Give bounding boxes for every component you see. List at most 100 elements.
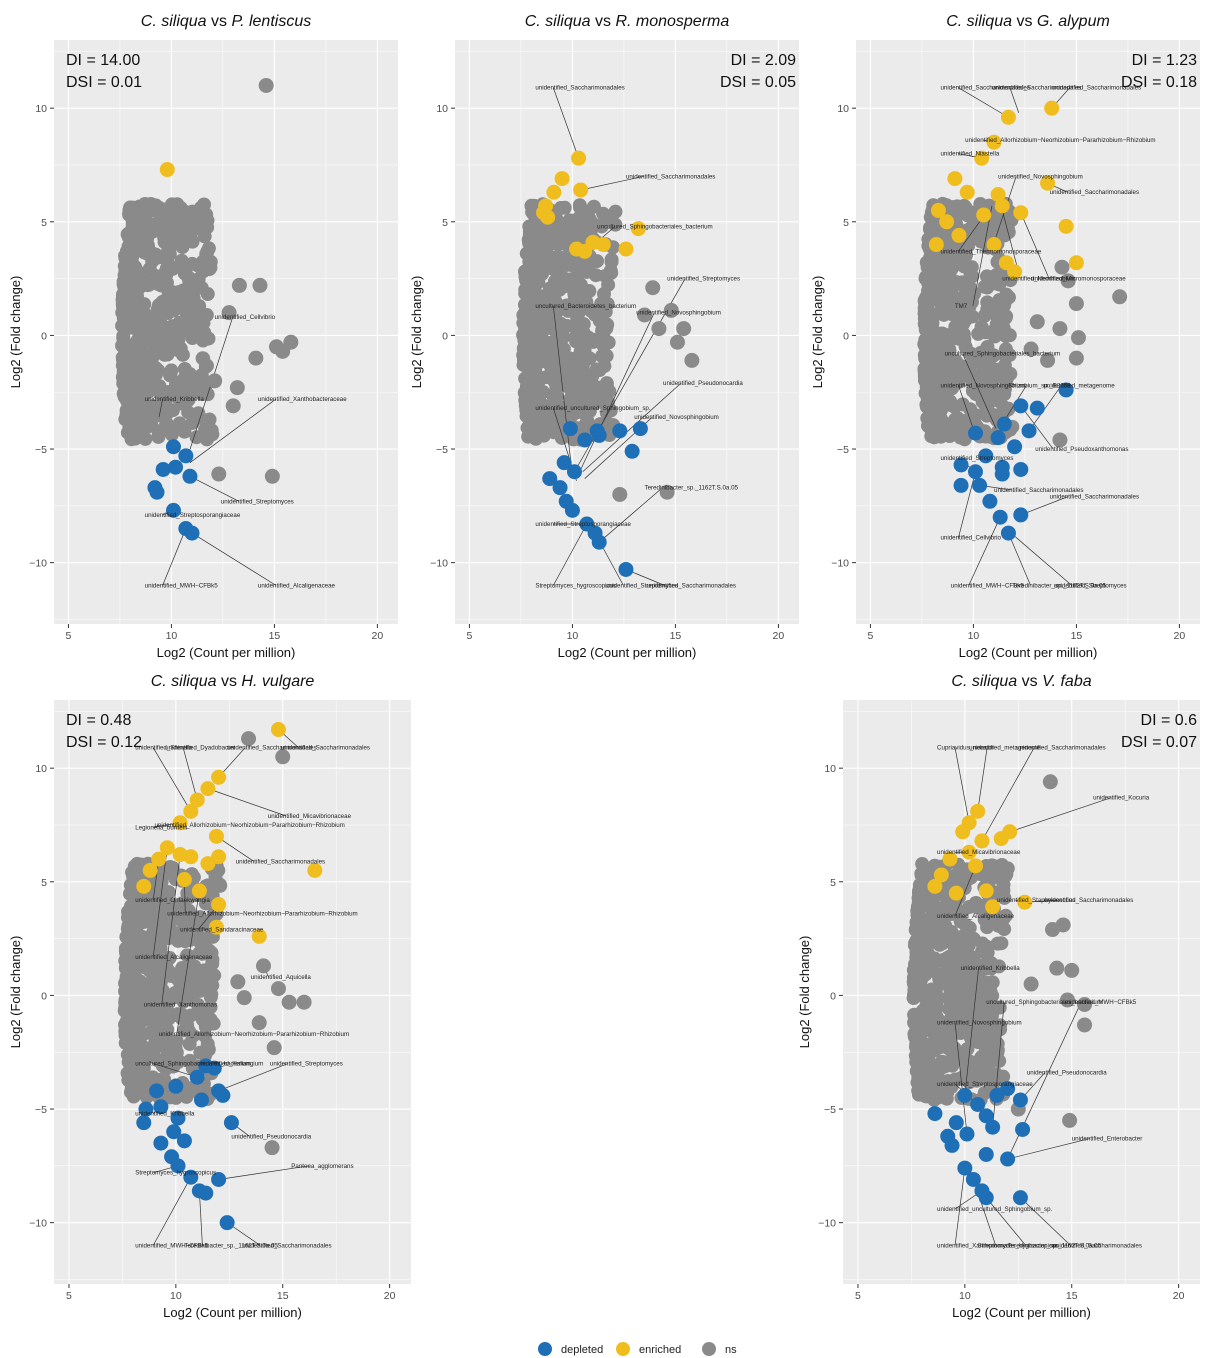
ns-point — [563, 229, 578, 244]
ns-point — [684, 352, 700, 368]
taxon-label: unidentified_Streptomyces — [605, 582, 678, 589]
x-tick-label: 20 — [1174, 630, 1186, 642]
x-tick-label: 5 — [855, 1290, 861, 1302]
ns-point — [999, 309, 1014, 324]
enriched-point — [1000, 109, 1016, 125]
y-tick-label: −10 — [29, 1218, 47, 1230]
enriched-point — [1058, 218, 1074, 234]
ns-point — [241, 731, 257, 747]
ns-point — [997, 922, 1012, 937]
taxon-label: unidentified_Saccharimonadales — [1052, 1242, 1141, 1249]
panel-4: C. siliqua vs H. vulgare unidentified_Shi… — [8, 673, 411, 1320]
ns-point — [997, 890, 1012, 905]
ns-point — [572, 198, 587, 213]
ns-point — [554, 260, 569, 275]
y-axis-label: Log2 (Fold change) — [409, 276, 424, 389]
depleted-points — [542, 421, 648, 577]
ns-point — [193, 1045, 208, 1060]
ns-point — [199, 246, 214, 261]
depleted-point — [989, 1087, 1005, 1103]
depleted-point — [165, 502, 181, 518]
ns-point — [560, 318, 575, 333]
ns-point — [547, 338, 562, 353]
depleted-point — [985, 1119, 1001, 1135]
ns-point — [1077, 996, 1093, 1012]
ns-point — [1000, 402, 1015, 417]
x-tick-label: 10 — [170, 1290, 182, 1302]
x-tick-label: 10 — [166, 630, 178, 642]
ns-point — [197, 325, 212, 340]
di-stat: DI = 14.00 — [66, 52, 140, 69]
ns-point — [915, 950, 930, 965]
taxon-label: unidentified_Allorhizobium−Neorhizobium−… — [965, 137, 1155, 144]
ns-point — [570, 368, 585, 383]
enriched-points — [159, 162, 175, 178]
ns-cloud — [115, 196, 220, 447]
ns-point — [283, 334, 299, 350]
taxon-labels: Cupriavidus_necatorunidentified_metageno… — [937, 745, 1150, 1250]
ns-point — [573, 277, 588, 292]
title-b: R. monosperma — [615, 13, 729, 30]
ns-point — [129, 292, 144, 307]
enriched-point — [959, 184, 975, 200]
title-mid: vs — [207, 13, 232, 30]
ns-point — [921, 1048, 936, 1063]
ns-point — [1112, 289, 1128, 305]
title-mid: vs — [217, 673, 242, 690]
ns-point — [959, 248, 974, 263]
depleted-point — [992, 509, 1008, 525]
ns-point — [962, 953, 977, 968]
taxon-label: unidentified_Novosphingobium — [634, 414, 719, 421]
ns-point — [987, 298, 1002, 313]
label-connector — [199, 1190, 203, 1246]
ns-point — [518, 393, 533, 408]
depleted-point — [624, 443, 640, 459]
label-connector — [964, 968, 979, 1096]
depleted-point — [965, 1171, 981, 1187]
ns-point — [603, 263, 618, 278]
ns-point — [944, 1010, 959, 1025]
enriched-point — [930, 202, 946, 218]
ns-point — [913, 972, 928, 987]
ns-point — [570, 405, 585, 420]
depleted-point — [556, 455, 572, 471]
taxon-label: unidentified_Saccharimonadales — [535, 85, 624, 92]
ns-point — [163, 915, 178, 930]
ns-point — [594, 296, 609, 311]
y-axis-label: Log2 (Fold change) — [810, 276, 825, 389]
taxon-label: unidentified_Micavibrionaceae — [937, 849, 1021, 856]
taxon-label: unidentified_Alcaligenaceae — [258, 582, 336, 589]
ns-point — [952, 331, 967, 346]
ns-point — [204, 423, 219, 438]
depleted-point — [153, 1099, 169, 1115]
depleted-point — [170, 1110, 186, 1126]
ns-point — [552, 408, 567, 423]
depleted-point — [168, 459, 184, 475]
ns-point — [221, 305, 237, 321]
taxon-label: Teredinibacter_sp._1162T.S.0a.05 — [1008, 1242, 1102, 1249]
taxon-label: unidentified_Aquicella — [251, 974, 312, 981]
enriched-point — [595, 237, 611, 253]
ns-point — [918, 302, 933, 317]
ns-point — [172, 416, 187, 431]
di-stat: DI = 0.6 — [1141, 712, 1198, 729]
taxon-label: unidentified_Xanthobacteraceae — [258, 396, 347, 403]
depleted-point — [219, 1215, 235, 1231]
taxon-label: unidentified_Saccharimonadales — [1050, 494, 1139, 501]
enriched-points — [927, 803, 1033, 915]
ns-point — [997, 387, 1012, 402]
label-connector — [972, 205, 993, 306]
ns-point — [536, 385, 551, 400]
ns-point — [519, 343, 534, 358]
ns-point — [193, 200, 208, 215]
ns-point — [932, 1040, 947, 1055]
title-a: C. siliqua — [946, 13, 1012, 30]
ns-point — [121, 987, 136, 1002]
ns-point — [1023, 341, 1039, 357]
enriched-point — [970, 803, 986, 819]
taxon-label: unidentified_Kocuria — [1093, 795, 1150, 802]
ns-point — [563, 351, 578, 366]
ns-point — [231, 277, 247, 293]
enriched-point — [172, 815, 188, 831]
